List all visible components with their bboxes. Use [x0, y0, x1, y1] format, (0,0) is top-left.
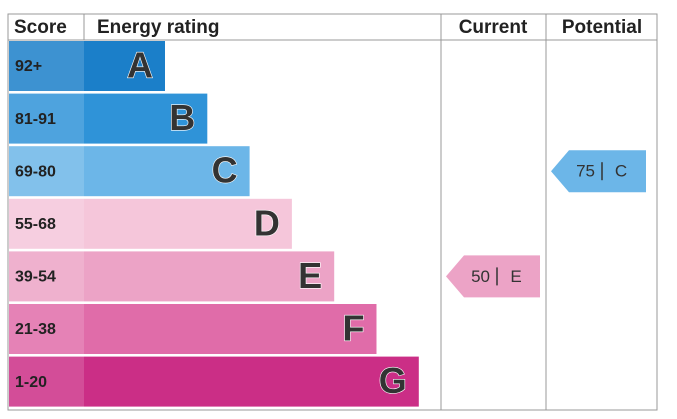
score-cell	[9, 356, 84, 407]
rating-bar	[84, 251, 335, 302]
potential-pointer	[551, 150, 646, 193]
score-cell	[9, 93, 84, 144]
score-range: 21-38	[15, 321, 56, 338]
current-score: 50	[471, 267, 490, 286]
potential-score: 75	[576, 162, 595, 181]
score-range: 69-80	[15, 163, 56, 180]
rating-letter: B	[169, 97, 195, 138]
rating-bar	[84, 93, 208, 144]
rating-letter: G	[379, 360, 407, 401]
rating-letter: C	[212, 150, 238, 191]
score-cell	[9, 198, 84, 249]
current-letter: E	[510, 267, 521, 286]
current-pointer	[446, 255, 540, 298]
score-cell	[9, 41, 84, 91]
score-cell	[9, 304, 84, 354]
score-cell	[9, 146, 84, 197]
header-potential: Potential	[562, 17, 642, 38]
rating-bar	[84, 198, 292, 249]
score-range: 92+	[15, 58, 42, 75]
rating-bar	[84, 356, 419, 407]
score-cell	[9, 251, 84, 302]
score-range: 81-91	[15, 111, 56, 128]
header-score: Score	[14, 17, 67, 38]
rating-letter: F	[343, 308, 365, 349]
rating-letter: D	[254, 202, 280, 243]
rating-letter: E	[298, 255, 322, 296]
score-range: 39-54	[15, 269, 56, 286]
score-range: 55-68	[15, 216, 56, 233]
potential-letter: C	[615, 162, 627, 181]
rating-bar	[84, 146, 250, 197]
header-rating: Energy rating	[97, 17, 219, 38]
score-range: 1-20	[15, 374, 47, 391]
rating-bar	[84, 41, 165, 91]
rating-bar	[84, 304, 377, 354]
rating-letter: A	[127, 45, 153, 86]
header-current: Current	[459, 17, 528, 38]
